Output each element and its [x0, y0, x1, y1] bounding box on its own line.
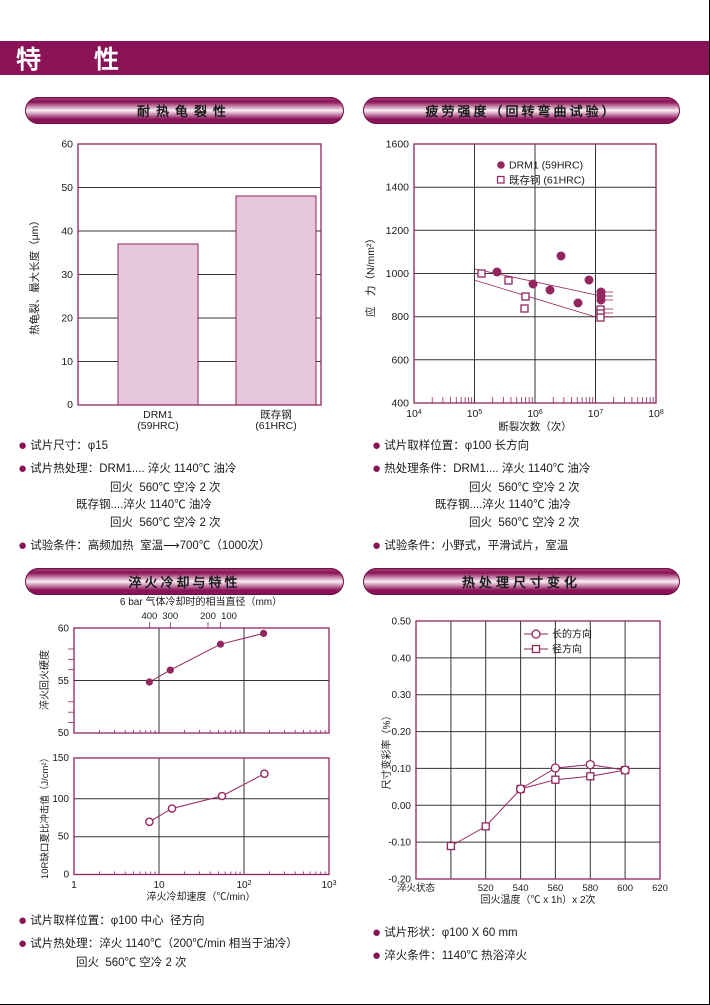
svg-text:(59HRC): (59HRC): [137, 420, 178, 432]
svg-text:应 力（N/mm²）: 应 力（N/mm²）: [364, 233, 377, 317]
svg-text:600: 600: [617, 883, 633, 894]
svg-text:106: 106: [527, 408, 543, 420]
svg-text:50: 50: [61, 182, 73, 194]
svg-text:-0.10: -0.10: [388, 838, 411, 849]
svg-text:0.00: 0.00: [392, 801, 412, 812]
svg-text:断裂次数（次）: 断裂次数（次）: [498, 420, 572, 433]
svg-text:淬火回火硬度: 淬火回火硬度: [38, 650, 51, 710]
svg-text:20: 20: [61, 313, 73, 325]
svg-text:103: 103: [321, 880, 336, 892]
svg-text:既存钢 (61HRC): 既存钢 (61HRC): [509, 174, 585, 187]
svg-text:长的方向: 长的方向: [552, 628, 592, 641]
svg-text:50: 50: [58, 832, 70, 843]
svg-text:40: 40: [61, 226, 73, 238]
svg-text:10: 10: [153, 880, 165, 891]
svg-text:100: 100: [221, 611, 237, 622]
svg-text:107: 107: [588, 408, 604, 420]
svg-text:径方向: 径方向: [552, 643, 582, 656]
svg-text:800: 800: [391, 311, 409, 323]
svg-text:108: 108: [648, 408, 664, 420]
svg-text:60: 60: [58, 624, 70, 635]
svg-text:55: 55: [58, 676, 70, 687]
svg-text:回火温度（℃ x 1h）x 2次: 回火温度（℃ x 1h）x 2次: [480, 893, 595, 906]
svg-text:600: 600: [391, 354, 409, 366]
svg-text:10R缺口夏比冲击值（J/cm²）: 10R缺口夏比冲击值（J/cm²）: [39, 753, 51, 879]
svg-text:0: 0: [63, 870, 69, 881]
svg-text:105: 105: [467, 408, 483, 420]
svg-text:0.10: 0.10: [392, 764, 412, 775]
svg-text:150: 150: [52, 753, 69, 764]
svg-text:620: 620: [652, 883, 668, 894]
svg-text:0: 0: [67, 399, 73, 411]
svg-text:1200: 1200: [386, 225, 410, 237]
svg-text:400: 400: [141, 611, 157, 622]
svg-text:尺寸变彩率（%）: 尺寸变彩率（%）: [380, 711, 393, 790]
svg-text:102: 102: [236, 880, 251, 892]
svg-text:1600: 1600: [386, 139, 410, 151]
svg-text:0.50: 0.50: [392, 617, 412, 628]
svg-text:0.20: 0.20: [392, 727, 412, 738]
svg-text:60: 60: [61, 139, 73, 151]
svg-text:104: 104: [406, 408, 422, 420]
svg-text:热龟裂、最大长度（μm）: 热龟裂、最大长度（μm）: [28, 215, 41, 335]
svg-text:1400: 1400: [386, 182, 410, 194]
svg-text:0.30: 0.30: [392, 690, 412, 701]
svg-text:50: 50: [58, 728, 70, 739]
svg-text:1: 1: [71, 880, 77, 891]
svg-text:DRM1 (59HRC): DRM1 (59HRC): [509, 160, 583, 172]
svg-text:580: 580: [582, 883, 598, 894]
svg-text:200: 200: [200, 611, 216, 622]
svg-text:100: 100: [52, 794, 69, 805]
svg-text:淬火状态: 淬火状态: [397, 882, 436, 894]
svg-text:10: 10: [61, 356, 73, 368]
svg-text:1000: 1000: [386, 268, 410, 280]
svg-text:300: 300: [162, 611, 178, 622]
svg-text:(61HRC): (61HRC): [255, 420, 296, 432]
svg-text:540: 540: [513, 883, 529, 894]
svg-text:6 bar 气体冷却时的相当直径（mm）: 6 bar 气体冷却时的相当直径（mm）: [120, 595, 282, 608]
svg-text:0.40: 0.40: [392, 653, 412, 664]
svg-text:560: 560: [547, 883, 563, 894]
svg-text:淬火冷却速度（℃/min）: 淬火冷却速度（℃/min）: [147, 890, 256, 903]
svg-text:30: 30: [61, 269, 73, 281]
svg-text:520: 520: [478, 883, 494, 894]
